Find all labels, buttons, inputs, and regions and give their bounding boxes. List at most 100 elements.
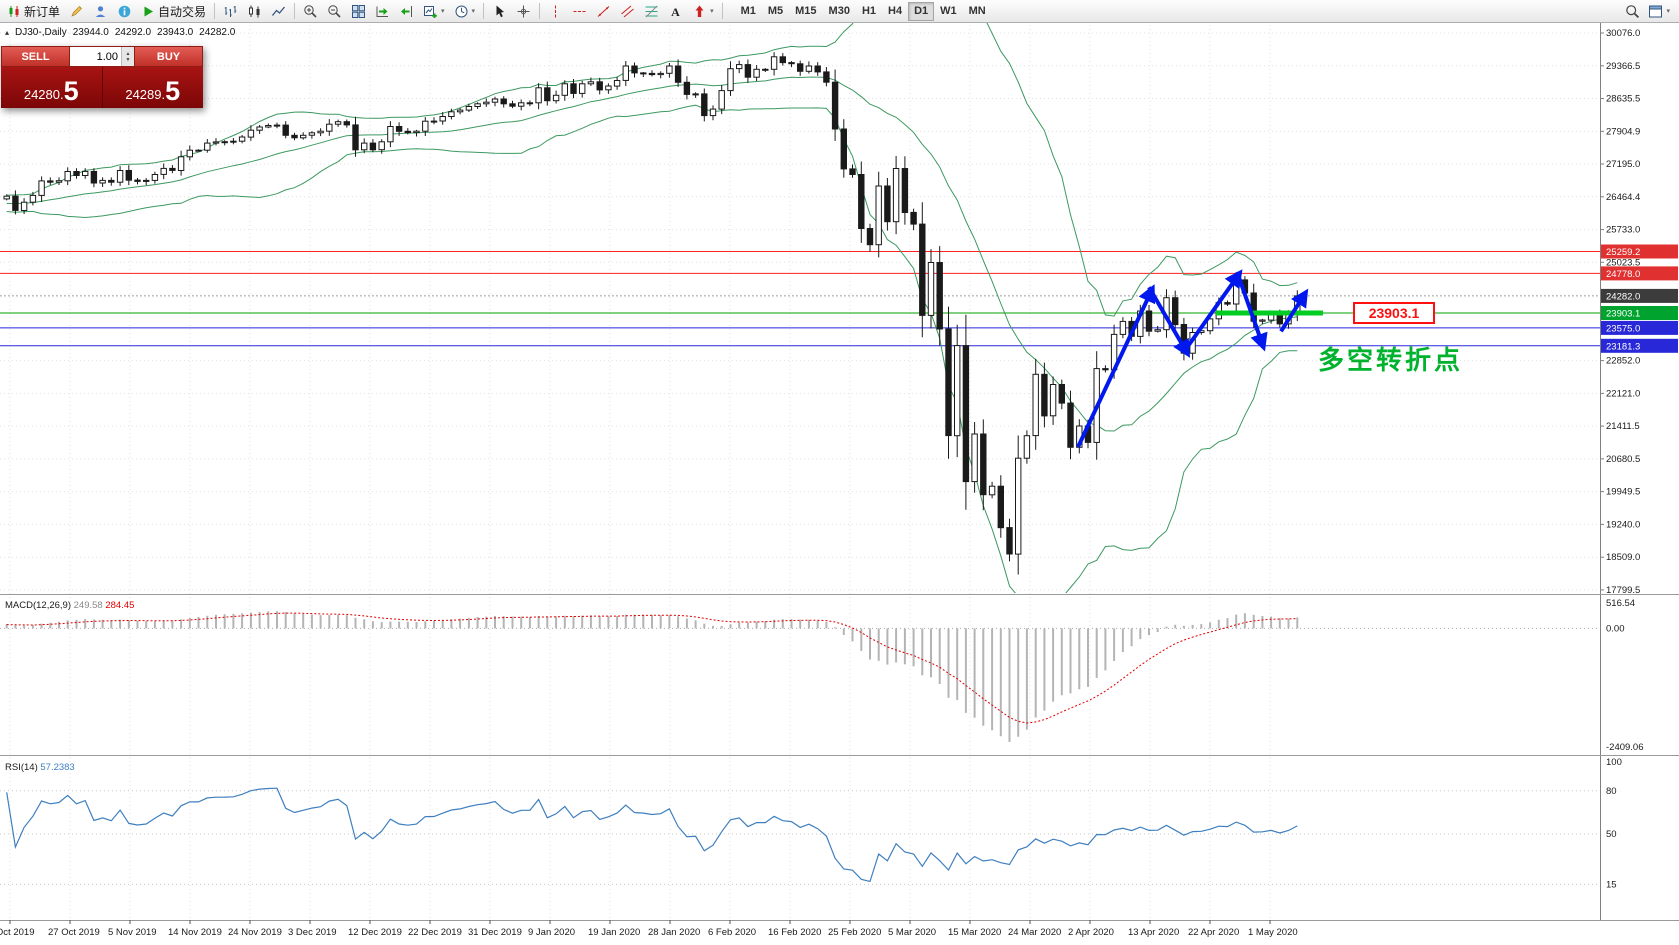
price-chart-canvas[interactable]: 30076.0 29366.5 28635.5 27904.9 27195.0 26464…	[0, 23, 1679, 945]
macd-panel[interactable]: MACD(12,26,9) 249.58 284.45 516.54 0.00 -24…	[0, 598, 1644, 753]
price-callout-label[interactable]: 23903.1	[1353, 302, 1435, 324]
fibonacci-button[interactable]	[640, 1, 663, 21]
svg-text:3 Dec 2019: 3 Dec 2019	[288, 927, 337, 938]
svg-text:12 Dec 2019: 12 Dec 2019	[348, 927, 402, 938]
lot-up-icon[interactable]: ▲	[125, 50, 131, 57]
timeframe-M1[interactable]: M1	[735, 2, 762, 21]
rsi-panel[interactable]: RSI(14) 57.2383 100 80 50 15	[0, 757, 1622, 890]
timeframe-W1[interactable]: W1	[934, 2, 963, 21]
candlestick-chart-button[interactable]	[243, 1, 266, 21]
turning-point-annotation[interactable]: 多空转折点	[1318, 345, 1464, 375]
autotrading-button-label: 自动交易	[158, 4, 207, 19]
buy-button[interactable]: BUY	[134, 46, 203, 67]
timeframe-H4[interactable]: H4	[882, 2, 908, 21]
info-icon	[117, 4, 132, 19]
profiles-button[interactable]: ▾	[450, 1, 480, 21]
svg-text:20680.5: 20680.5	[1606, 454, 1640, 465]
trade-buttons-row: SELL ▲▼ BUY	[1, 46, 203, 67]
arrows-button[interactable]: ▾	[688, 1, 718, 21]
text-label-button[interactable]: A	[664, 1, 687, 21]
channel-button[interactable]	[616, 1, 639, 21]
market-button[interactable]	[89, 1, 112, 21]
zoom-out-icon	[327, 4, 342, 19]
buy-price-display[interactable]: 24289. 5	[103, 67, 204, 108]
svg-text:19240.0: 19240.0	[1606, 519, 1640, 530]
price-axis[interactable]: 30076.0 29366.5 28635.5 27904.9 27195.0 26464…	[1600, 23, 1640, 920]
svg-text:25 Feb 2020: 25 Feb 2020	[828, 927, 881, 938]
time-axis[interactable]: 7 Oct 2019 27 Oct 2019 5 Nov 2019 14 Nov 20…	[0, 920, 1298, 938]
lot-size-input[interactable]	[70, 47, 121, 66]
svg-text:5 Mar 2020: 5 Mar 2020	[888, 927, 936, 938]
tile-windows-button[interactable]	[347, 1, 370, 21]
arrow-obj-icon	[692, 4, 707, 19]
ohlc-open: 23944.0	[72, 27, 109, 38]
toolbar-separator	[539, 3, 541, 19]
svg-text:25259.2: 25259.2	[1606, 247, 1640, 258]
new-order-button[interactable]: 新订单	[3, 1, 64, 21]
bars-icon	[223, 4, 238, 19]
svg-text:19949.5: 19949.5	[1606, 487, 1640, 498]
auto-scroll-button[interactable]	[371, 1, 394, 21]
svg-text:29366.5: 29366.5	[1606, 61, 1640, 72]
fibo-icon	[644, 4, 659, 19]
one-click-trading-panel: SELL ▲▼ BUY 24280.5 24289.5	[1, 46, 203, 108]
svg-text:9 Jan 2020: 9 Jan 2020	[528, 927, 575, 938]
main-toolbar: 新订单 自动交易 ▾ ▾ A ▾ M1 M5 M15 M30 H1 H4 D1 W1 MN ▾	[0, 0, 1679, 23]
symbol-ohlc-bar: ▴ DJ30-,Daily 23944.0 24292.0 23943.0 24…	[5, 27, 235, 38]
lot-spinner[interactable]: ▲ ▼	[121, 47, 134, 66]
tile-icon	[351, 4, 366, 19]
toolbar-right-group: ▾	[1621, 1, 1674, 21]
price-line-labels: 25259.2 24778.0 24282.0 23903.1 23575.0 23181…	[1601, 244, 1678, 353]
lot-size-field: ▲▼	[70, 46, 134, 67]
sell-price-display[interactable]: 24280. 5	[1, 67, 102, 108]
sell-button[interactable]: SELL	[1, 46, 70, 67]
buy-price-frac: 5	[165, 76, 181, 107]
svg-text:19 Jan 2020: 19 Jan 2020	[588, 927, 640, 938]
toolbar-separator	[483, 3, 485, 19]
timeframe-D1[interactable]: D1	[908, 1, 935, 21]
autotrading-button[interactable]: 自动交易	[137, 1, 210, 21]
horizontal-line-button[interactable]	[568, 1, 591, 21]
rsi-label: RSI(14) 57.2383	[5, 762, 75, 773]
svg-text:18509.0: 18509.0	[1606, 552, 1640, 563]
trade-prices-row: 24280. 5 24289. 5	[1, 67, 203, 108]
hline-icon	[572, 4, 587, 19]
line-chart-button[interactable]	[267, 1, 290, 21]
chart-shift-button[interactable]	[395, 1, 418, 21]
timeframe-MN[interactable]: MN	[963, 2, 992, 21]
horizontal-level-lines[interactable]	[0, 251, 1600, 347]
timeframe-M30[interactable]: M30	[823, 2, 856, 21]
search-button[interactable]	[1621, 1, 1644, 21]
zoom-out-button[interactable]	[323, 1, 346, 21]
crosshair-button[interactable]	[512, 1, 535, 21]
symbol-chart-icon: ▴	[5, 28, 10, 37]
lot-down-icon[interactable]: ▼	[125, 56, 131, 63]
ohlc-low: 23943.0	[157, 27, 194, 38]
svg-text:22 Dec 2019: 22 Dec 2019	[408, 927, 462, 938]
zoom-in-button[interactable]	[299, 1, 322, 21]
toolbar-separator	[721, 3, 723, 19]
svg-text:17799.5: 17799.5	[1606, 585, 1640, 596]
svg-text:16 Feb 2020: 16 Feb 2020	[768, 927, 821, 938]
svg-text:14 Nov 2019: 14 Nov 2019	[168, 927, 222, 938]
trend-arrows[interactable]	[1076, 269, 1309, 448]
trendline-button[interactable]	[592, 1, 615, 21]
community-button[interactable]	[113, 1, 136, 21]
bar-chart-button[interactable]	[219, 1, 242, 21]
metaeditor-button[interactable]	[65, 1, 88, 21]
chart-window: 30076.0 29366.5 28635.5 27904.9 27195.0 26464…	[0, 23, 1679, 945]
timeframe-M15[interactable]: M15	[789, 2, 822, 21]
symbol-name: DJ30-,Daily	[15, 27, 67, 38]
chart-layout-button[interactable]: ▾	[1644, 1, 1674, 21]
vertical-line-button[interactable]	[544, 1, 567, 21]
channel-icon	[620, 4, 635, 19]
timeframe-H1[interactable]: H1	[856, 2, 882, 21]
svg-text:-2409.06: -2409.06	[1606, 742, 1644, 753]
layout-icon	[1648, 4, 1663, 19]
timeframe-M5[interactable]: M5	[762, 2, 789, 21]
buy-price-main: 24289	[125, 87, 162, 102]
svg-text:23181.3: 23181.3	[1606, 341, 1640, 352]
new-chart-button[interactable]: ▾	[419, 1, 449, 21]
ohlc-close: 24282.0	[199, 27, 236, 38]
cursor-button[interactable]	[488, 1, 511, 21]
